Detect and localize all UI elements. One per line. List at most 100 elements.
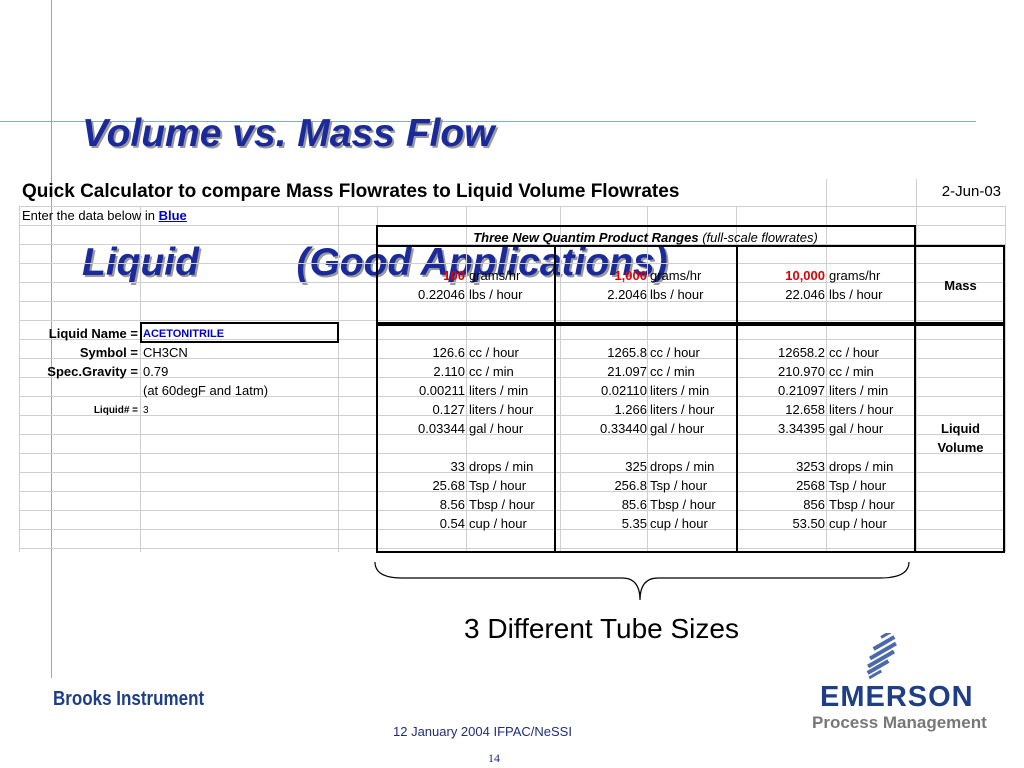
volume-unit: cc / min [650, 364, 695, 379]
volume-value: 126.6 [432, 345, 465, 360]
symbol-label: Symbol = [79, 345, 138, 360]
volume-unit: liters / hour [469, 402, 534, 417]
grid-row-line [19, 453, 1005, 454]
liquid-name-input-box [140, 322, 339, 343]
enter-data-note: Enter the data below in Blue [22, 206, 187, 225]
mass-unit: lbs / hour [650, 287, 704, 302]
grid-col-line [1005, 206, 1006, 552]
grid-col-line [19, 206, 20, 552]
volume-unit: Tsp / hour [829, 478, 887, 493]
volume-value: 0.21097 [778, 383, 825, 398]
volume-unit: cc / hour [469, 345, 519, 360]
volume-value: 21.097 [607, 364, 647, 379]
label-divider [914, 322, 1005, 326]
grid-row-line [19, 320, 1005, 321]
unit-label-box [914, 245, 1005, 553]
emerson-wordmark: EMERSON [820, 681, 974, 713]
brooks-logo: Brooks Instrument [53, 688, 205, 710]
page-number: 14 [488, 751, 500, 765]
volume-value: 53.50 [792, 516, 825, 531]
mass-unit: grams/hr [469, 268, 521, 283]
volume-unit: liters / min [469, 383, 529, 398]
ranges-title-box [376, 225, 916, 247]
volume-value: 1.266 [614, 402, 647, 417]
sheet-date: 2-Jun-03 [941, 183, 1001, 200]
volume-value: 856 [803, 497, 825, 512]
grid-row-line [19, 377, 1005, 378]
volume-value: 0.54 [439, 516, 465, 531]
volume-unit: Tbsp / hour [829, 497, 895, 512]
mass-value: 100 [443, 268, 465, 283]
enter-data-prefix: Enter the data below in [22, 208, 159, 223]
volume-unit: cup / hour [829, 516, 887, 531]
liquid-name-label: Liquid Name = [48, 326, 138, 341]
conditions-note: (at 60degF and 1atm) [143, 383, 269, 398]
volume-unit: drops / min [469, 459, 534, 474]
spreadsheet: Quick Calculator to compare Mass Flowrat… [19, 179, 1006, 553]
volume-unit: cup / hour [469, 516, 527, 531]
grid-row-line [19, 244, 1005, 245]
grid-row-line [19, 396, 1005, 397]
grid-col-line [338, 206, 339, 552]
volume-value: 12658.2 [778, 345, 825, 360]
volume-value: 33 [450, 459, 465, 474]
mass-volume-divider [376, 322, 1005, 326]
mass-value: 10,000 [785, 268, 825, 283]
spec-gravity-value: 0.79 [143, 364, 169, 379]
tube-sizes-annotation: 3 Different Tube Sizes [464, 613, 739, 644]
volume-unit: cup / hour [650, 516, 708, 531]
grid-row-line [19, 263, 1005, 264]
volume-label-2: Volume [937, 440, 984, 455]
volume-unit: cc / min [469, 364, 514, 379]
grid-col-line [647, 206, 648, 552]
grid-row-line [19, 434, 1005, 435]
mass-unit: grams/hr [829, 268, 881, 283]
horizontal-accent-line [0, 121, 976, 122]
mass-value: 1,000 [614, 268, 647, 283]
volume-value: 2.110 [433, 364, 465, 379]
volume-unit: cc / min [829, 364, 874, 379]
grid-row-line [19, 282, 1005, 283]
volume-unit: Tbsp / hour [650, 497, 716, 512]
mass-value: 2.2046 [607, 287, 647, 302]
middle-range-box [554, 245, 738, 553]
volume-unit: gal / hour [469, 421, 524, 436]
mass-label: Mass [944, 278, 977, 293]
volume-value: 3253 [796, 459, 825, 474]
mass-unit: grams/hr [650, 268, 702, 283]
volume-value: 8.56 [439, 497, 465, 512]
ranges-title-sub: (full-scale flowrates) [698, 230, 818, 245]
mass-unit: lbs / hour [469, 287, 523, 302]
emerson-logo-icon [866, 633, 897, 679]
grid-row-line [19, 339, 1005, 340]
grid-row-line [19, 472, 1005, 473]
process-management-text: Process Management [812, 713, 987, 732]
volume-unit: Tsp / hour [650, 478, 708, 493]
volume-value: 325 [625, 459, 647, 474]
volume-unit: drops / min [650, 459, 715, 474]
volume-value: 0.02110 [600, 383, 647, 398]
grid-row-line [19, 415, 1005, 416]
volume-unit: Tbsp / hour [469, 497, 535, 512]
volume-value: 0.33440 [600, 421, 647, 436]
volume-label-1: Liquid [941, 421, 980, 436]
volume-value: 0.00211 [418, 383, 465, 398]
ranges-title-main: Three New Quantim Product Ranges [473, 230, 699, 245]
volume-value: 85.6 [621, 497, 647, 512]
liquid-number-label: Liquid# = [93, 405, 138, 416]
grid-row-line [19, 206, 1005, 207]
ranges-title: Three New Quantim Product Ranges (full-s… [377, 228, 914, 247]
grid-row-line [19, 301, 1005, 302]
brace-icon [374, 561, 910, 601]
volume-value: 256.8 [614, 478, 647, 493]
footer-text: 12 January 2004 IFPAC/NeSSI [393, 724, 572, 739]
volume-value: 3.34395 [778, 421, 825, 436]
liquid-number-value: 3 [143, 405, 149, 416]
grid-row-line [19, 358, 1005, 359]
volume-value: 12.658 [785, 402, 825, 417]
grid-col-line [560, 206, 561, 552]
sheet-header: Quick Calculator to compare Mass Flowrat… [22, 181, 680, 202]
liquid-name-input[interactable]: ACETONITRILE [143, 328, 225, 340]
volume-value: 25.68 [432, 478, 465, 493]
mass-value: 0.22046 [418, 287, 465, 302]
